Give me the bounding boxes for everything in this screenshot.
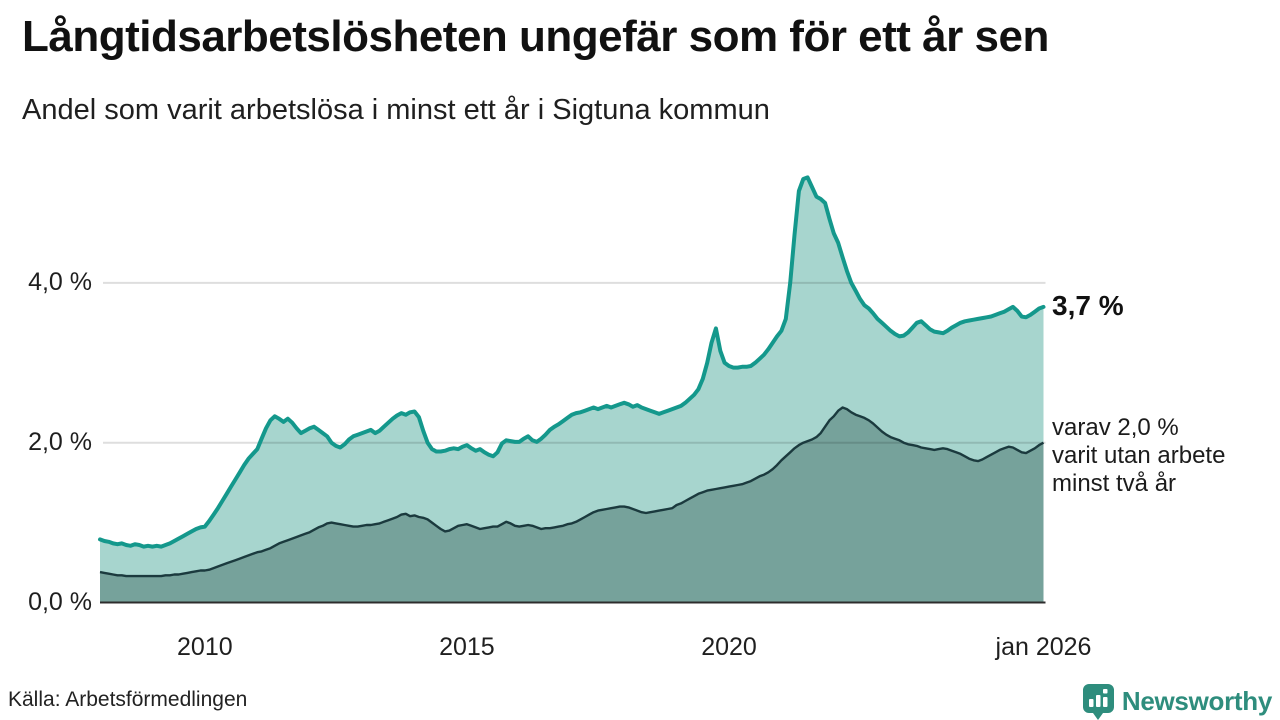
- y-axis-tick-4: 4,0 %: [28, 267, 92, 296]
- chart-title: Långtidsarbetslösheten ungefär som för e…: [22, 12, 1049, 61]
- end-value-annotation: 3,7 %: [1052, 289, 1124, 321]
- source-credit: Källa: Arbetsförmedlingen: [8, 688, 248, 711]
- y-axis-tick-0: 0,0 %: [28, 587, 92, 616]
- x-axis-tick-2020: 2020: [701, 633, 757, 661]
- x-axis-tick-jan2026: jan 2026: [995, 633, 1092, 661]
- end-sub-annotation: varav 2,0 % varit utan arbete minst två …: [1052, 414, 1225, 498]
- newsworthy-wordmark: Newsworthy: [1121, 686, 1272, 716]
- end-sub-line-1: varav 2,0 %: [1052, 413, 1179, 441]
- x-axis-tick-2010: 2010: [177, 633, 233, 661]
- newsworthy-pin-icon: [1082, 683, 1114, 720]
- y-axis-tick-2: 2,0 %: [28, 427, 92, 456]
- newsworthy-logo: Newsworthy: [1082, 683, 1272, 720]
- end-sub-line-3: minst två år: [1052, 469, 1177, 497]
- x-axis-tick-2015: 2015: [439, 633, 495, 661]
- end-sub-line-2: varit utan arbete: [1052, 441, 1226, 469]
- chart-subtitle: Andel som varit arbetslösa i minst ett å…: [22, 94, 770, 126]
